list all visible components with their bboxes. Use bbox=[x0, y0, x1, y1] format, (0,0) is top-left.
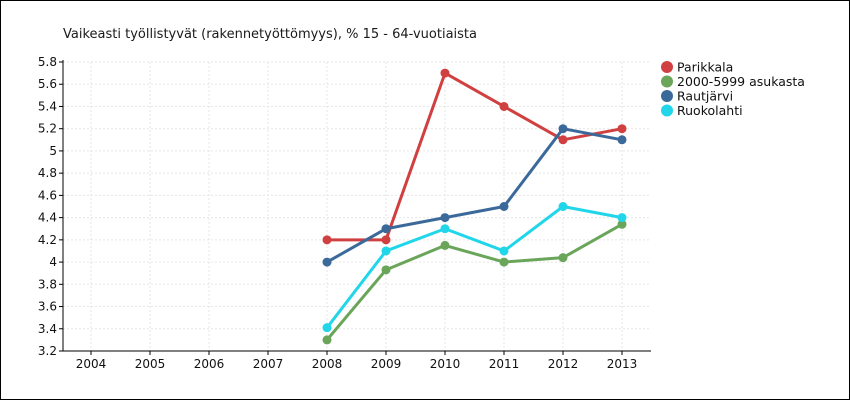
data-point-rautjärvi bbox=[381, 224, 391, 234]
data-point-parikkala bbox=[617, 124, 627, 134]
legend-label: Ruokolahti bbox=[677, 103, 743, 118]
y-tick-label: 5.6 bbox=[38, 77, 57, 91]
y-tick-label: 3.6 bbox=[38, 300, 57, 314]
legend-item-2000-5999-asukasta[interactable]: 2000-5999 asukasta bbox=[661, 74, 805, 89]
data-point-2000-5999-asukasta bbox=[499, 257, 509, 267]
y-axis-ticks: 3.2 3.4 3.6 3.8 4 4.2 4.4 4.6 4.8 5 5.2 5.4 5.6 5.8 bbox=[38, 55, 63, 358]
x-tick-label: 2008 bbox=[312, 357, 343, 371]
legend-item-ruokolahti[interactable]: Ruokolahti bbox=[661, 103, 743, 118]
data-point-rautjärvi bbox=[558, 124, 568, 134]
data-point-2000-5999-asukasta bbox=[381, 265, 391, 275]
x-tick-label: 2013 bbox=[607, 357, 638, 371]
data-point-ruokolahti bbox=[617, 213, 627, 223]
series-line-ruokolahti bbox=[325, 205, 624, 330]
data-point-ruokolahti bbox=[381, 246, 391, 256]
data-point-parikkala bbox=[322, 235, 332, 245]
data-point-2000-5999-asukasta bbox=[322, 335, 332, 345]
x-tick-label: 2007 bbox=[253, 357, 284, 371]
x-tick-label: 2012 bbox=[548, 357, 579, 371]
data-point-rautjärvi bbox=[499, 202, 509, 211]
y-tick-label: 4 bbox=[49, 255, 57, 269]
y-tick-label: 5.4 bbox=[38, 99, 57, 113]
series-line-2000-5999-asukasta bbox=[325, 222, 624, 342]
data-point-ruokolahti bbox=[499, 246, 509, 256]
series-line-rautjärvi bbox=[325, 127, 624, 264]
legend-item-rautjärvi[interactable]: Rautjärvi bbox=[661, 89, 733, 104]
y-tick-label: 4.2 bbox=[38, 233, 57, 247]
data-point-2000-5999-asukasta bbox=[440, 240, 450, 250]
data-point-rautjärvi bbox=[440, 213, 450, 223]
data-point-2000-5999-asukasta bbox=[558, 253, 568, 263]
y-tick-label: 4.4 bbox=[38, 211, 57, 225]
axes bbox=[62, 60, 651, 352]
legend-label: Parikkala bbox=[677, 60, 733, 75]
x-tick-label: 2006 bbox=[194, 357, 225, 371]
data-point-parikkala bbox=[499, 101, 509, 111]
data-point-parikkala bbox=[558, 135, 568, 145]
chart-title: Vaikeasti työllistyvät (rakennetyöttömyy… bbox=[63, 27, 477, 42]
y-tick-label: 4.6 bbox=[38, 188, 57, 202]
legend-marker bbox=[661, 90, 673, 102]
grid bbox=[63, 61, 651, 351]
data-point-rautjärvi bbox=[617, 135, 627, 145]
y-tick-label: 4.8 bbox=[38, 166, 57, 180]
x-tick-label: 2011 bbox=[489, 357, 520, 371]
x-tick-label: 2010 bbox=[430, 357, 461, 371]
legend-label: 2000-5999 asukasta bbox=[677, 74, 805, 89]
legend-marker bbox=[661, 104, 673, 117]
series-line-parikkala bbox=[325, 71, 624, 242]
y-tick-label: 5.2 bbox=[38, 122, 57, 136]
series-group bbox=[322, 68, 627, 345]
y-tick-label: 5.8 bbox=[38, 55, 57, 69]
data-point-ruokolahti bbox=[322, 323, 332, 333]
legend-marker bbox=[661, 61, 673, 73]
x-tick-label: 2009 bbox=[371, 357, 402, 371]
legend-label: Rautjärvi bbox=[677, 89, 733, 104]
data-point-ruokolahti bbox=[440, 224, 450, 234]
legend-marker bbox=[661, 75, 673, 88]
y-tick-label: 3.2 bbox=[38, 344, 57, 358]
data-point-parikkala bbox=[381, 235, 391, 245]
x-axis-ticks: 2004 2005 2006 2007 2008 2009 2010 2011 2012 2013 bbox=[76, 351, 638, 371]
x-tick-label: 2004 bbox=[76, 357, 107, 371]
data-point-parikkala bbox=[440, 68, 450, 78]
y-tick-label: 3.8 bbox=[38, 277, 57, 291]
data-point-2000-5999-asukasta bbox=[617, 219, 627, 229]
x-tick-label: 2005 bbox=[135, 357, 166, 371]
data-point-ruokolahti bbox=[558, 202, 568, 211]
y-tick-label: 3.4 bbox=[38, 322, 57, 336]
legend-item-parikkala[interactable]: Parikkala bbox=[661, 60, 733, 75]
data-point-rautjärvi bbox=[322, 257, 332, 267]
y-tick-label: 5 bbox=[49, 144, 57, 158]
